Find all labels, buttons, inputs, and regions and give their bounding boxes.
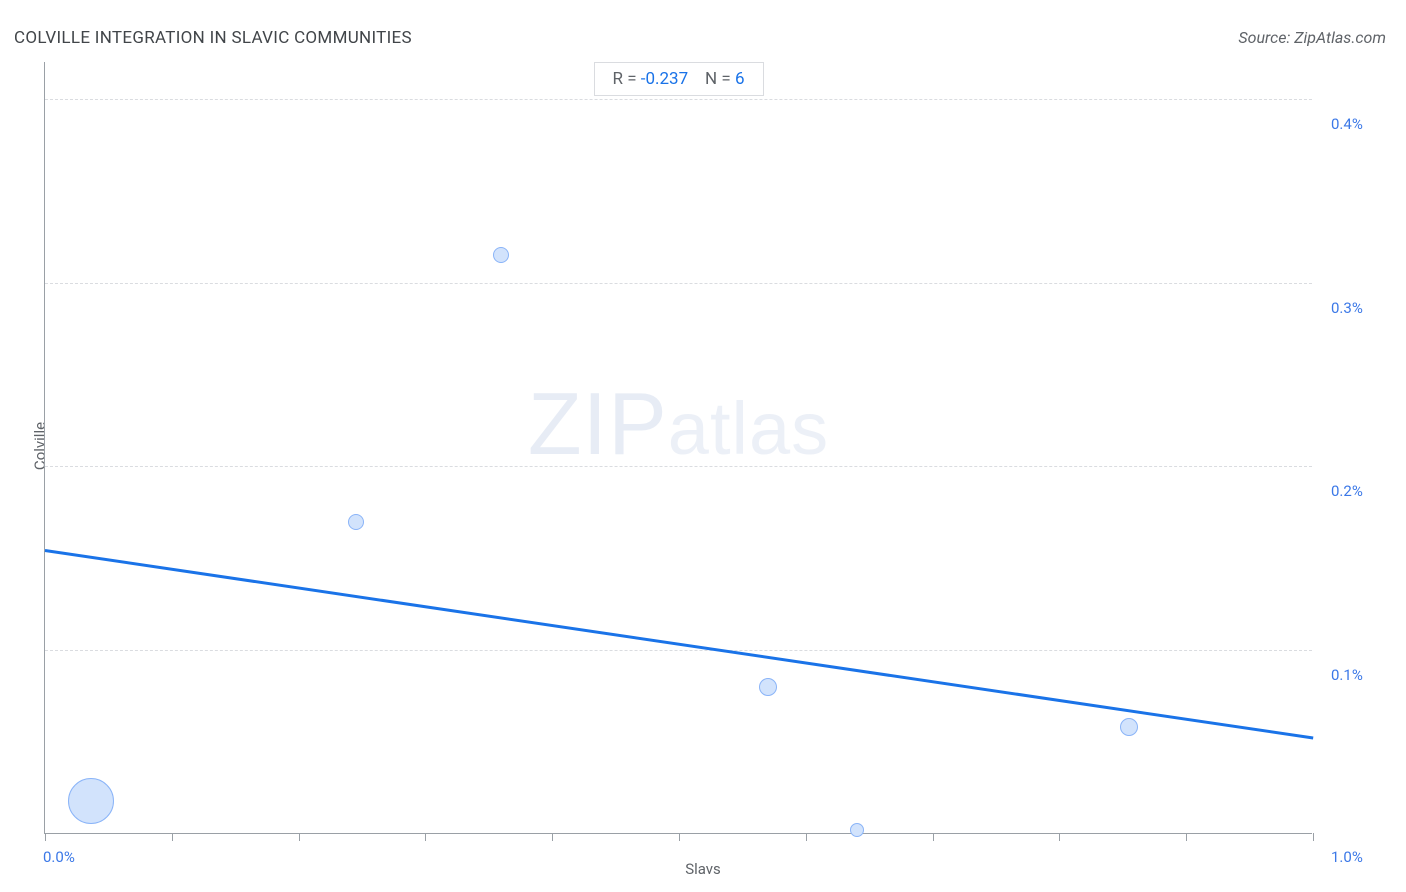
x-tick-label-max: 1.0% bbox=[1331, 848, 1363, 866]
x-tick bbox=[172, 833, 173, 841]
watermark-atlas: atlas bbox=[668, 387, 829, 470]
chart-container: COLVILLE INTEGRATION IN SLAVIC COMMUNITI… bbox=[0, 0, 1406, 892]
n-label: N = bbox=[705, 69, 731, 89]
x-tick bbox=[806, 833, 807, 841]
y-tick-label: 0.4% bbox=[1331, 115, 1363, 133]
plot-area: ZIPatlas R = -0.237 N = 6 0.1%0.2%0.3%0.… bbox=[44, 62, 1312, 834]
gridline-h bbox=[45, 283, 1312, 284]
data-point[interactable] bbox=[493, 247, 509, 263]
x-tick-label-origin: 0.0% bbox=[43, 848, 75, 866]
gridline-h bbox=[45, 466, 1312, 467]
x-tick bbox=[45, 833, 46, 841]
gridline-h bbox=[45, 650, 1312, 651]
x-tick bbox=[299, 833, 300, 841]
y-tick-label: 0.2% bbox=[1331, 482, 1363, 500]
gridline-h bbox=[45, 99, 1312, 100]
r-value: -0.237 bbox=[641, 69, 688, 89]
watermark: ZIPatlas bbox=[528, 373, 829, 475]
trendline bbox=[45, 549, 1313, 739]
x-tick bbox=[552, 833, 553, 841]
x-axis-label: Slavs bbox=[685, 860, 721, 878]
x-tick bbox=[1059, 833, 1060, 841]
source-attribution: Source: ZipAtlas.com bbox=[1238, 28, 1386, 47]
n-value: 6 bbox=[735, 69, 745, 89]
data-point[interactable] bbox=[1120, 718, 1138, 736]
data-point[interactable] bbox=[348, 514, 364, 530]
data-point[interactable] bbox=[68, 778, 114, 824]
r-label: R = bbox=[613, 69, 637, 89]
stats-box: R = -0.237 N = 6 bbox=[594, 62, 764, 96]
x-tick bbox=[425, 833, 426, 841]
x-tick bbox=[1313, 833, 1314, 841]
data-point[interactable] bbox=[850, 823, 864, 837]
y-tick-label: 0.3% bbox=[1331, 299, 1363, 317]
y-tick-label: 0.1% bbox=[1331, 666, 1363, 684]
chart-title: COLVILLE INTEGRATION IN SLAVIC COMMUNITI… bbox=[14, 28, 412, 48]
x-tick bbox=[1186, 833, 1187, 841]
x-tick bbox=[679, 833, 680, 841]
watermark-zip: ZIP bbox=[528, 374, 668, 473]
x-tick bbox=[933, 833, 934, 841]
data-point[interactable] bbox=[759, 678, 777, 696]
